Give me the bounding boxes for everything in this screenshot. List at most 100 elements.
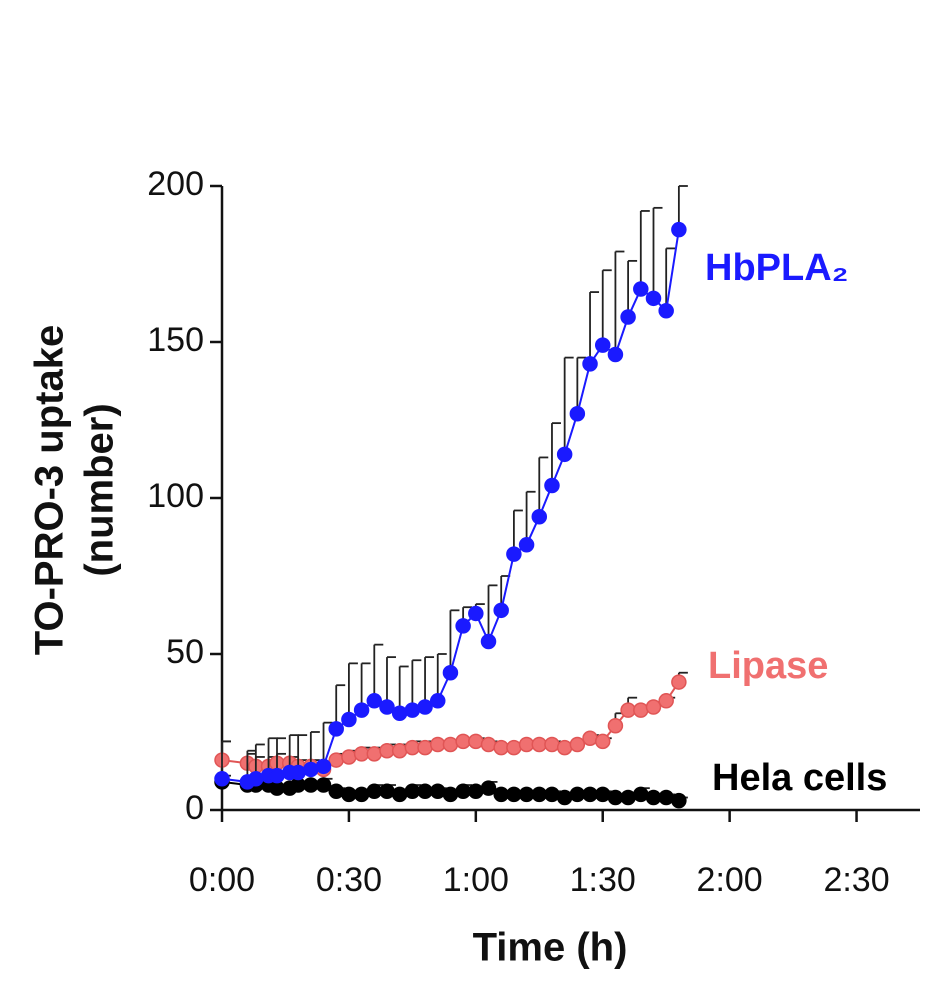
error-bar [639,210,650,289]
y-axis-title: TO-PRO-3 uptake (number) [28,325,122,655]
data-point [493,786,509,803]
data-point [455,783,471,800]
error-bar [576,356,587,414]
data-point [645,789,662,806]
data-point [328,783,344,800]
error-bar [627,259,638,318]
data-point [429,783,446,800]
error-bar [398,665,409,714]
series-label: HbPLA₂ [705,247,849,289]
data-point [315,758,332,775]
data-point [569,406,586,422]
data-point [404,702,421,718]
y-axis-title-line: TO-PRO-3 uptake [28,325,72,655]
data-point [506,786,522,803]
data-point [518,736,535,753]
data-point [366,693,383,709]
error-bar [348,662,358,720]
y-tick-label: 100 [147,477,204,515]
data-point [671,221,687,238]
data-point [455,733,471,750]
data-point [353,786,370,803]
data-point [480,633,497,650]
data-point [468,733,484,750]
data-point [328,752,344,768]
data-point [269,767,285,784]
data-point [379,783,395,800]
data-point [455,618,471,634]
x-tick-label: 1:00 [443,861,509,899]
x-tick-label: 0:30 [316,861,382,899]
data-point [493,602,509,619]
data-point [556,739,573,756]
error-bar [601,269,612,346]
data-point [214,771,230,787]
data-point [353,702,370,718]
error-bar [614,250,625,355]
data-point [569,786,586,803]
data-point [442,664,459,681]
data-point [594,337,611,353]
data-point [391,705,408,722]
error-bar [449,609,460,673]
data-point [480,780,497,796]
data-point [569,736,586,753]
data-point [531,508,548,525]
data-point [658,693,674,709]
data-point [531,786,548,803]
error-bar [436,653,447,701]
data-point [480,736,497,753]
data-point [620,309,636,325]
x-tick-label: 0:00 [189,861,255,899]
data-point [671,674,687,690]
data-point [417,699,433,715]
data-point [303,761,319,778]
data-point [493,739,509,756]
data-point [633,281,649,297]
data-point [645,699,662,715]
error-bar [411,659,422,711]
data-point [366,783,383,800]
data-point [582,786,598,803]
data-point [633,786,649,803]
data-point [303,777,319,793]
data-point [341,749,357,765]
data-point [290,764,306,781]
data-point [468,605,484,622]
data-point [366,746,383,762]
data-point [417,739,433,756]
data-point [429,693,446,709]
x-axis-title: Time (h) [473,926,628,970]
error-bar [424,656,435,708]
data-point [658,303,674,319]
error-bar [360,662,371,711]
data-point [620,702,636,718]
data-point [341,786,357,803]
y-tick-label: 150 [147,321,204,359]
data-point [442,736,459,753]
y-tick-label: 0 [185,789,204,827]
data-point [582,356,598,372]
data-point [633,702,649,718]
x-tick-label: 2:00 [697,861,763,899]
error-bar [665,247,676,311]
data-point [544,736,560,753]
data-point [379,742,395,759]
data-point [328,721,344,737]
data-point [544,477,560,494]
data-point [582,730,598,746]
data-point [506,739,522,756]
data-point [544,786,560,803]
error-bar [525,490,536,545]
error-bar [487,584,498,642]
data-point [341,711,357,728]
data-point [315,777,332,793]
data-point [429,736,446,753]
data-point [417,783,433,800]
data-point [468,783,484,800]
y-tick-label: 50 [166,633,204,671]
data-point [556,789,573,806]
data-point [506,546,522,562]
data-point [594,786,611,803]
